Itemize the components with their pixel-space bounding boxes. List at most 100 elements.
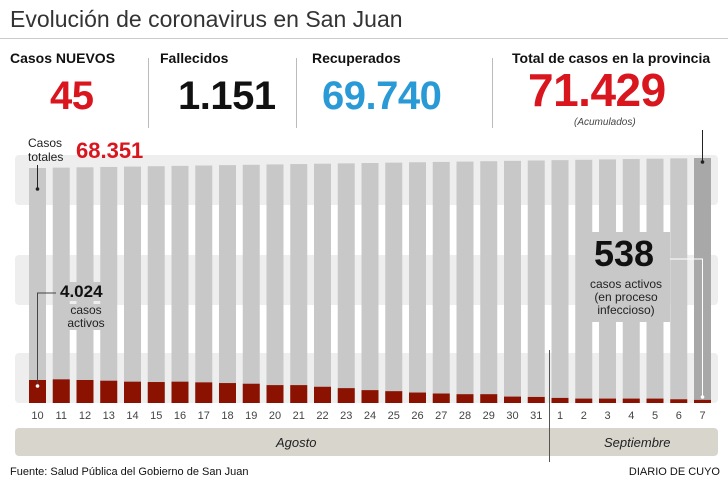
leader-dot: [35, 384, 40, 388]
active-cases-bar: [694, 399, 711, 403]
active-cases-bar: [314, 386, 331, 403]
active-cases-bar: [385, 391, 403, 403]
active-cases-bar: [504, 396, 521, 403]
active-cases-bar: [456, 394, 474, 403]
x-tick-label: 24: [363, 410, 377, 422]
total-cases-bar: [409, 162, 426, 403]
x-tick-label: 3: [604, 410, 611, 422]
x-tick-label: 23: [340, 410, 353, 422]
divider: [492, 58, 493, 128]
total-cases-bar: [147, 166, 165, 403]
x-tick-label: 11: [55, 410, 67, 422]
active-cases-bar: [551, 397, 569, 403]
x-tick-label: 13: [102, 410, 115, 422]
x-tick-label: 27: [435, 410, 448, 422]
deaths-label: Fallecidos: [160, 50, 229, 66]
active-cases-bar: [599, 398, 616, 403]
deaths-value: 1.151: [178, 74, 276, 118]
x-tick-label: 28: [458, 410, 472, 422]
total-label: Total de casos en la provincia: [512, 50, 711, 66]
total-cases-bar: [29, 168, 46, 403]
active-cases-bar: [527, 396, 545, 403]
active-cases-bar: [219, 383, 236, 403]
title-divider: [0, 38, 728, 39]
total-value: 71.429: [528, 64, 666, 116]
x-tick-label: 29: [482, 410, 495, 422]
active-cases-bar: [147, 382, 165, 403]
x-tick-label: 22: [316, 410, 329, 422]
total-cases-label: Casos totales: [28, 136, 64, 164]
total-cases-bar: [551, 160, 569, 403]
active-cases-bar: [290, 385, 308, 403]
active-cases-bar: [361, 390, 379, 403]
total-cases-bar: [361, 163, 379, 403]
active-cases-bar: [575, 398, 593, 403]
divider: [148, 58, 149, 128]
x-tick-label: 19: [245, 410, 258, 422]
total-cases-bar: [171, 165, 189, 403]
total-cases-bar: [314, 163, 331, 403]
month-divider: [549, 350, 550, 462]
x-tick-label: 5: [651, 410, 659, 422]
active-cases-bar: [100, 380, 118, 403]
leader-dot: [35, 187, 40, 191]
active-cases-bar: [242, 383, 260, 403]
active-cases-bar: [670, 399, 688, 403]
total-note: (Acumulados): [574, 117, 636, 128]
total-cases-bar: [266, 164, 284, 403]
leader-line: [37, 292, 56, 384]
active-cases-bar: [124, 381, 141, 403]
x-tick-label: 31: [530, 410, 543, 422]
end-active-value: 538: [594, 233, 655, 274]
new-cases-label: Casos NUEVOS: [10, 50, 116, 66]
page-title: Evolución de coronavirus en San Juan: [10, 6, 403, 32]
total-cases-bar: [337, 163, 355, 403]
x-tick-label: 1: [556, 410, 564, 422]
start-active-label: casos activos: [62, 304, 110, 330]
active-cases-bar: [337, 388, 355, 403]
x-tick-label: 2: [580, 410, 587, 422]
x-tick-label: 4: [628, 410, 635, 422]
total-cases-bar: [100, 166, 118, 403]
active-cases-bar: [29, 380, 46, 403]
x-tick-label: 15: [150, 410, 163, 422]
total-cases-bar: [527, 160, 545, 403]
leader-line: [664, 258, 703, 397]
total-cases-bar: [432, 161, 450, 403]
x-tick-label: 10: [31, 410, 44, 422]
x-tick-label: 20: [268, 410, 282, 422]
x-tick-label: 25: [387, 410, 400, 422]
leader-dot: [700, 395, 705, 399]
total-cases-bar: [456, 161, 474, 403]
end-active-label: casos activos (en proceso infeccioso): [589, 277, 663, 317]
active-cases-bar: [195, 382, 213, 403]
start-total-value: 68.351: [76, 138, 144, 163]
x-tick-label: 30: [506, 410, 519, 422]
active-cases-bar: [646, 398, 664, 403]
brand-text: DIARIO DE CUYO: [628, 466, 720, 478]
total-cases-bar: [242, 164, 260, 403]
start-active-value: 4.024: [58, 282, 105, 301]
recovered-value: 69.740: [322, 74, 442, 118]
total-cases-bar: [670, 158, 688, 403]
active-cases-bar: [480, 394, 498, 403]
active-cases-bar: [409, 392, 426, 403]
source-text: Fuente: Salud Pública del Gobierno de Sa…: [10, 466, 249, 478]
recovered-label: Recuperados: [312, 50, 401, 66]
active-cases-bar: [52, 379, 70, 403]
new-cases-value: 45: [50, 74, 94, 118]
total-cases-bar: [504, 160, 521, 403]
total-cases-bar: [385, 162, 403, 403]
x-tick-label: 18: [221, 410, 234, 422]
divider: [296, 58, 297, 128]
x-tick-label: 17: [197, 410, 210, 422]
active-cases-bar: [171, 381, 189, 403]
active-cases-bar: [76, 380, 94, 403]
x-tick-label: 14: [126, 410, 139, 422]
total-cases-bar: [575, 159, 593, 403]
x-tick-label: 21: [292, 410, 305, 422]
month-label: Agosto: [276, 435, 317, 450]
active-cases-bar: [622, 398, 640, 403]
